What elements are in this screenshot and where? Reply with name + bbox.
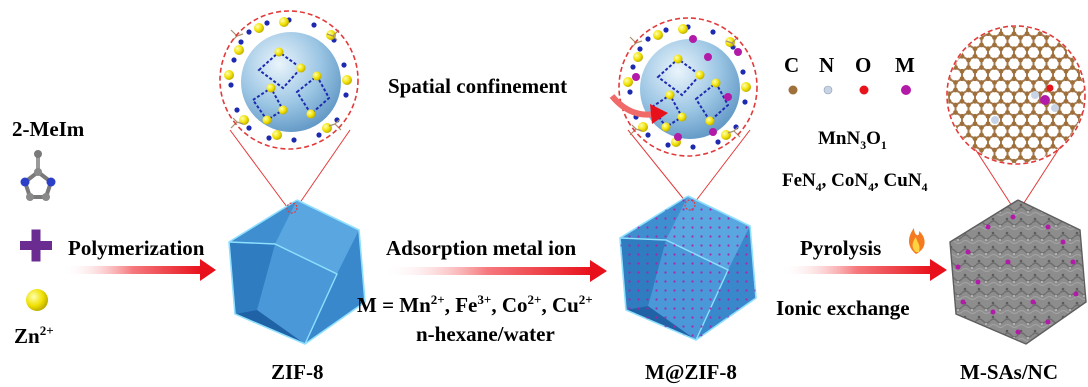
flame-icon: [909, 228, 925, 254]
legend-carbon-dot: [788, 85, 798, 95]
msas-nc-label: M-SAs/NC: [960, 360, 1058, 384]
methylimidazole-molecule-icon: [20, 150, 56, 201]
spatial-confinement-label: Spatial confinement: [388, 74, 568, 98]
polymerization-arrow: [62, 259, 216, 281]
pyrolysis-label: Pyrolysis: [800, 236, 882, 260]
single-atom-lattice: [946, 25, 1086, 165]
legend-metal-label: M: [895, 53, 915, 77]
legend-oxygen-dot: [859, 85, 869, 95]
fe-coordination: FeN4: [782, 170, 822, 194]
zif8-zoom-spot: [286, 202, 298, 214]
zif8-framework-sphere: [219, 10, 359, 150]
other-coordination-label: FeN4, CoN4, CuN4: [782, 170, 928, 194]
metal-ion-fe: Fe3+: [455, 292, 492, 317]
legend-nitrogen-dot: [823, 85, 833, 95]
mzif8-crystal: [619, 195, 757, 341]
adsorption-arrow: [382, 260, 607, 282]
adsorption-label: Adsorption metal ion: [386, 236, 577, 260]
zinc-ion-icon: [26, 289, 48, 311]
mzif8-zoom-spot: [684, 199, 696, 211]
plus-sign-icon: [20, 229, 52, 262]
solvent-label: n-hexane/water: [416, 322, 555, 346]
legend-carbon-label: C: [784, 53, 800, 77]
ligand-label: 2-MeIm: [12, 117, 85, 141]
metal-ion-mn: Mn2+: [399, 292, 445, 317]
zif8-zoom-lines: [229, 129, 351, 208]
zinc-ion-symbol: Zn: [14, 324, 40, 348]
confinement-arrowhead: [650, 104, 668, 124]
confinement-arrow: [609, 94, 656, 118]
cu-coordination: CuN4: [883, 170, 928, 194]
metal-ions-label: M = Mn2+, Fe3+, Co2+, Cu2+: [357, 292, 593, 317]
metal-ion-cu: Cu2+: [551, 292, 593, 317]
pyrolysis-arrow: [780, 259, 947, 281]
zif8-crystal: [228, 199, 366, 345]
legend-oxygen-label: O: [855, 53, 872, 77]
polymerization-label: Polymerization: [68, 236, 205, 260]
mzif8-label: M@ZIF-8: [645, 360, 737, 384]
ionic-exchange-label: Ionic exchange: [776, 296, 910, 320]
mzif8-framework-sphere: [618, 17, 758, 157]
mzif8-zoom-lines: [627, 129, 751, 203]
zif8-label: ZIF-8: [271, 360, 324, 384]
co-coordination: CoN4: [831, 170, 875, 194]
zinc-ion-label: Zn2+: [14, 324, 54, 349]
legend-nitrogen-label: N: [819, 53, 835, 77]
msas-carbon-particle: [949, 199, 1087, 345]
legend-metal-dot: [901, 85, 911, 95]
metal-ion-co: Co2+: [501, 292, 542, 317]
zinc-ion-charge: 2+: [39, 323, 54, 338]
mn-coordination-label: MnN3O1: [818, 128, 887, 152]
